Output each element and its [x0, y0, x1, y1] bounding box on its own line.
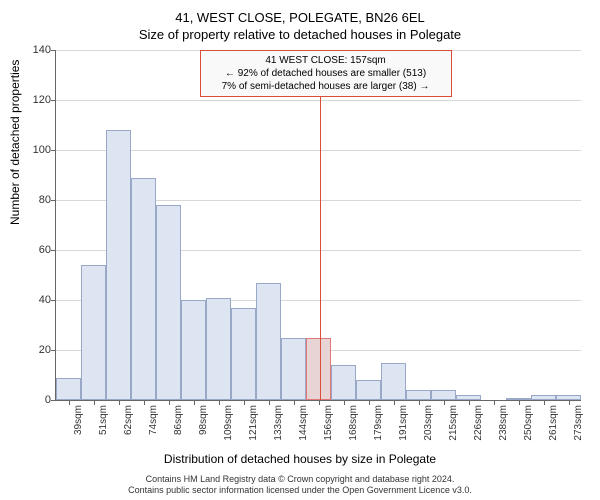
xtick-label: 133sqm: [273, 405, 284, 441]
ytick-label: 80: [21, 194, 51, 206]
ytick-label: 120: [21, 94, 51, 106]
ytick-mark: [51, 50, 56, 51]
ytick-mark: [51, 350, 56, 351]
chart-footer: Contains HM Land Registry data © Crown c…: [0, 474, 600, 496]
xtick-mark: [219, 400, 220, 405]
histogram-bar: [231, 308, 256, 401]
histogram-bar: [106, 130, 131, 400]
histogram-bar: [381, 363, 406, 401]
xtick-label: 86sqm: [173, 405, 184, 435]
xtick-mark: [544, 400, 545, 405]
xtick-mark: [319, 400, 320, 405]
xtick-label: 156sqm: [323, 405, 334, 441]
xtick-label: 191sqm: [398, 405, 409, 441]
histogram-bar: [181, 300, 206, 400]
xtick-label: 215sqm: [448, 405, 459, 441]
xtick-mark: [369, 400, 370, 405]
ytick-mark: [51, 200, 56, 201]
xtick-label: 273sqm: [573, 405, 584, 441]
xtick-mark: [69, 400, 70, 405]
xtick-mark: [144, 400, 145, 405]
histogram-bar: [206, 298, 231, 401]
ytick-label: 60: [21, 244, 51, 256]
xtick-mark: [269, 400, 270, 405]
ytick-label: 0: [21, 394, 51, 406]
marker-box-line: 41 WEST CLOSE: 157sqm: [207, 54, 445, 67]
chart-container: 41, WEST CLOSE, POLEGATE, BN26 6EL Size …: [0, 0, 600, 500]
x-axis-label: Distribution of detached houses by size …: [0, 452, 600, 466]
xtick-label: 74sqm: [148, 405, 159, 435]
xtick-mark: [444, 400, 445, 405]
histogram-bar: [81, 265, 106, 400]
xtick-mark: [344, 400, 345, 405]
xtick-label: 121sqm: [248, 405, 259, 441]
xtick-label: 62sqm: [123, 405, 134, 435]
y-axis-label: Number of detached properties: [8, 60, 22, 225]
xtick-label: 250sqm: [523, 405, 534, 441]
histogram-bar: [331, 365, 356, 400]
ytick-mark: [51, 100, 56, 101]
xtick-mark: [194, 400, 195, 405]
xtick-label: 39sqm: [73, 405, 84, 435]
ytick-label: 140: [21, 44, 51, 56]
gridline: [56, 100, 581, 101]
xtick-label: 179sqm: [373, 405, 384, 441]
plot-region: 02040608010012014039sqm51sqm62sqm74sqm86…: [55, 50, 581, 401]
ytick-mark: [51, 150, 56, 151]
xtick-mark: [244, 400, 245, 405]
xtick-label: 168sqm: [348, 405, 359, 441]
xtick-label: 261sqm: [548, 405, 559, 441]
gridline: [56, 150, 581, 151]
xtick-mark: [494, 400, 495, 405]
histogram-bar: [406, 390, 431, 400]
histogram-bar: [256, 283, 281, 401]
xtick-mark: [94, 400, 95, 405]
ytick-label: 20: [21, 344, 51, 356]
histogram-bar: [156, 205, 181, 400]
xtick-mark: [519, 400, 520, 405]
ytick-label: 100: [21, 144, 51, 156]
footer-line-1: Contains HM Land Registry data © Crown c…: [146, 474, 455, 484]
xtick-label: 144sqm: [298, 405, 309, 441]
ytick-mark: [51, 400, 56, 401]
footer-line-2: Contains public sector information licen…: [128, 485, 472, 495]
marker-box-line: 7% of semi-detached houses are larger (3…: [207, 80, 445, 93]
chart-title-sub: Size of property relative to detached ho…: [0, 25, 600, 42]
histogram-bar: [306, 338, 331, 401]
histogram-bar: [131, 178, 156, 401]
marker-annotation-box: 41 WEST CLOSE: 157sqm← 92% of detached h…: [200, 50, 452, 97]
histogram-bar: [431, 390, 456, 400]
xtick-label: 203sqm: [423, 405, 434, 441]
ytick-mark: [51, 250, 56, 251]
marker-box-line: ← 92% of detached houses are smaller (51…: [207, 67, 445, 80]
marker-line: [320, 50, 321, 400]
xtick-label: 98sqm: [198, 405, 209, 435]
xtick-label: 226sqm: [473, 405, 484, 441]
chart-title-main: 41, WEST CLOSE, POLEGATE, BN26 6EL: [0, 0, 600, 25]
xtick-mark: [469, 400, 470, 405]
xtick-mark: [394, 400, 395, 405]
histogram-bar: [56, 378, 81, 401]
xtick-label: 51sqm: [98, 405, 109, 435]
histogram-bar: [281, 338, 306, 401]
xtick-mark: [169, 400, 170, 405]
xtick-label: 109sqm: [223, 405, 234, 441]
ytick-mark: [51, 300, 56, 301]
chart-area: 02040608010012014039sqm51sqm62sqm74sqm86…: [55, 50, 580, 400]
histogram-bar: [356, 380, 381, 400]
xtick-mark: [119, 400, 120, 405]
xtick-label: 238sqm: [498, 405, 509, 441]
xtick-mark: [419, 400, 420, 405]
xtick-mark: [569, 400, 570, 405]
ytick-label: 40: [21, 294, 51, 306]
xtick-mark: [294, 400, 295, 405]
